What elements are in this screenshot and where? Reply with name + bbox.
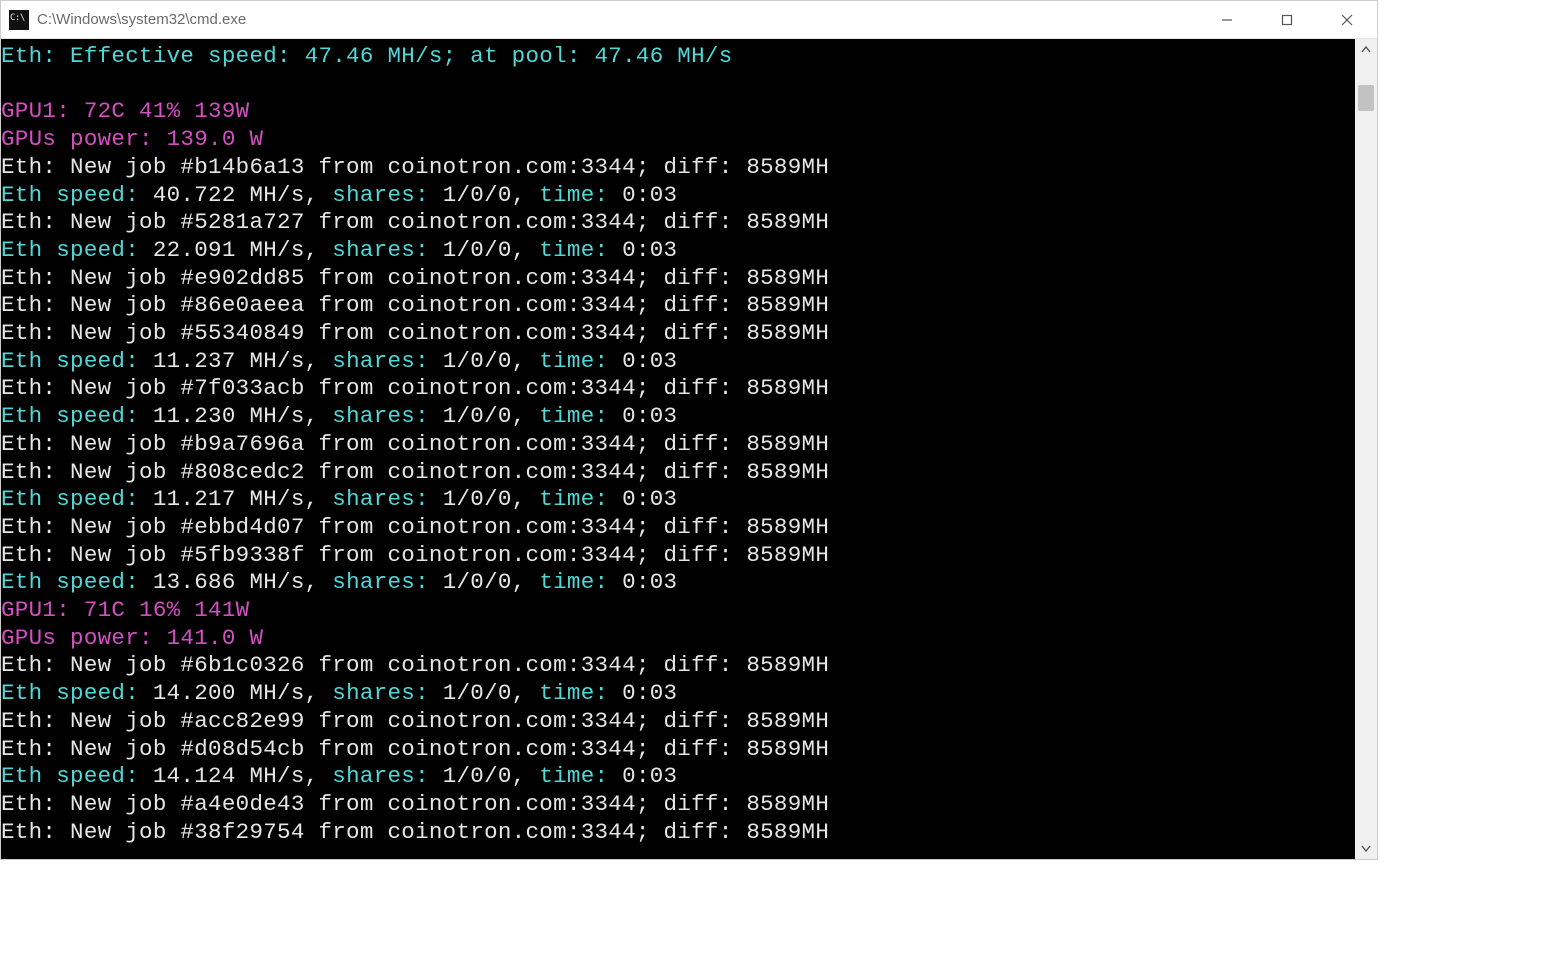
terminal-line: Eth: New job #5fb9338f from coinotron.co… bbox=[1, 542, 1355, 570]
terminal-line: Eth: New job #7f033acb from coinotron.co… bbox=[1, 375, 1355, 403]
terminal-line: Eth: New job #b9a7696a from coinotron.co… bbox=[1, 431, 1355, 459]
terminal-line: Eth: New job #38f29754 from coinotron.co… bbox=[1, 819, 1355, 847]
cmd-window: C:\Windows\system32\cmd.exe Eth: Effecti… bbox=[0, 0, 1378, 860]
chevron-down-icon bbox=[1361, 843, 1371, 853]
terminal-viewport[interactable]: Eth: Effective speed: 47.46 MH/s; at poo… bbox=[1, 39, 1355, 859]
terminal-line: Eth: New job #b14b6a13 from coinotron.co… bbox=[1, 154, 1355, 182]
cmd-icon bbox=[9, 10, 29, 30]
terminal-line: Eth: New job #e902dd85 from coinotron.co… bbox=[1, 265, 1355, 293]
terminal-line: Eth: New job #6b1c0326 from coinotron.co… bbox=[1, 652, 1355, 680]
terminal-line: GPUs power: 139.0 W bbox=[1, 126, 1355, 154]
terminal-line: Eth speed: 13.686 MH/s, shares: 1/0/0, t… bbox=[1, 569, 1355, 597]
close-icon bbox=[1341, 14, 1353, 26]
terminal-line: Eth: New job #55340849 from coinotron.co… bbox=[1, 320, 1355, 348]
terminal-line: GPUs power: 141.0 W bbox=[1, 625, 1355, 653]
terminal-line: Eth: New job #acc82e99 from coinotron.co… bbox=[1, 708, 1355, 736]
scroll-thumb[interactable] bbox=[1358, 85, 1374, 111]
chevron-up-icon bbox=[1361, 45, 1371, 55]
terminal-line bbox=[1, 71, 1355, 99]
scroll-track[interactable] bbox=[1355, 61, 1377, 837]
terminal-line: Eth speed: 11.237 MH/s, shares: 1/0/0, t… bbox=[1, 348, 1355, 376]
terminal-line: Eth: New job #808cedc2 from coinotron.co… bbox=[1, 459, 1355, 487]
scroll-up-button[interactable] bbox=[1355, 39, 1377, 61]
scroll-down-button[interactable] bbox=[1355, 837, 1377, 859]
terminal-line: Eth: New job #a4e0de43 from coinotron.co… bbox=[1, 791, 1355, 819]
terminal-line: Eth: New job #86e0aeea from coinotron.co… bbox=[1, 292, 1355, 320]
vertical-scrollbar[interactable] bbox=[1355, 39, 1377, 859]
terminal-line: Eth: New job #5281a727 from coinotron.co… bbox=[1, 209, 1355, 237]
window-controls bbox=[1197, 1, 1377, 38]
terminal-output: Eth: Effective speed: 47.46 MH/s; at poo… bbox=[1, 39, 1355, 846]
minimize-button[interactable] bbox=[1197, 1, 1257, 38]
terminal-line: Eth speed: 14.200 MH/s, shares: 1/0/0, t… bbox=[1, 680, 1355, 708]
terminal-line: Eth speed: 40.722 MH/s, shares: 1/0/0, t… bbox=[1, 182, 1355, 210]
maximize-icon bbox=[1281, 14, 1293, 26]
minimize-icon bbox=[1221, 14, 1233, 26]
terminal-line: Eth speed: 11.230 MH/s, shares: 1/0/0, t… bbox=[1, 403, 1355, 431]
window-title: C:\Windows\system32\cmd.exe bbox=[37, 11, 1197, 28]
terminal-line: GPU1: 72C 41% 139W bbox=[1, 98, 1355, 126]
maximize-button[interactable] bbox=[1257, 1, 1317, 38]
terminal-line: Eth speed: 14.124 MH/s, shares: 1/0/0, t… bbox=[1, 763, 1355, 791]
terminal-line: Eth: Effective speed: 47.46 MH/s; at poo… bbox=[1, 43, 1355, 71]
titlebar[interactable]: C:\Windows\system32\cmd.exe bbox=[1, 1, 1377, 39]
terminal-line: Eth speed: 11.217 MH/s, shares: 1/0/0, t… bbox=[1, 486, 1355, 514]
close-button[interactable] bbox=[1317, 1, 1377, 38]
terminal-line: Eth: New job #d08d54cb from coinotron.co… bbox=[1, 736, 1355, 764]
terminal-line: Eth speed: 22.091 MH/s, shares: 1/0/0, t… bbox=[1, 237, 1355, 265]
terminal-line: Eth: New job #ebbd4d07 from coinotron.co… bbox=[1, 514, 1355, 542]
terminal-line: GPU1: 71C 16% 141W bbox=[1, 597, 1355, 625]
